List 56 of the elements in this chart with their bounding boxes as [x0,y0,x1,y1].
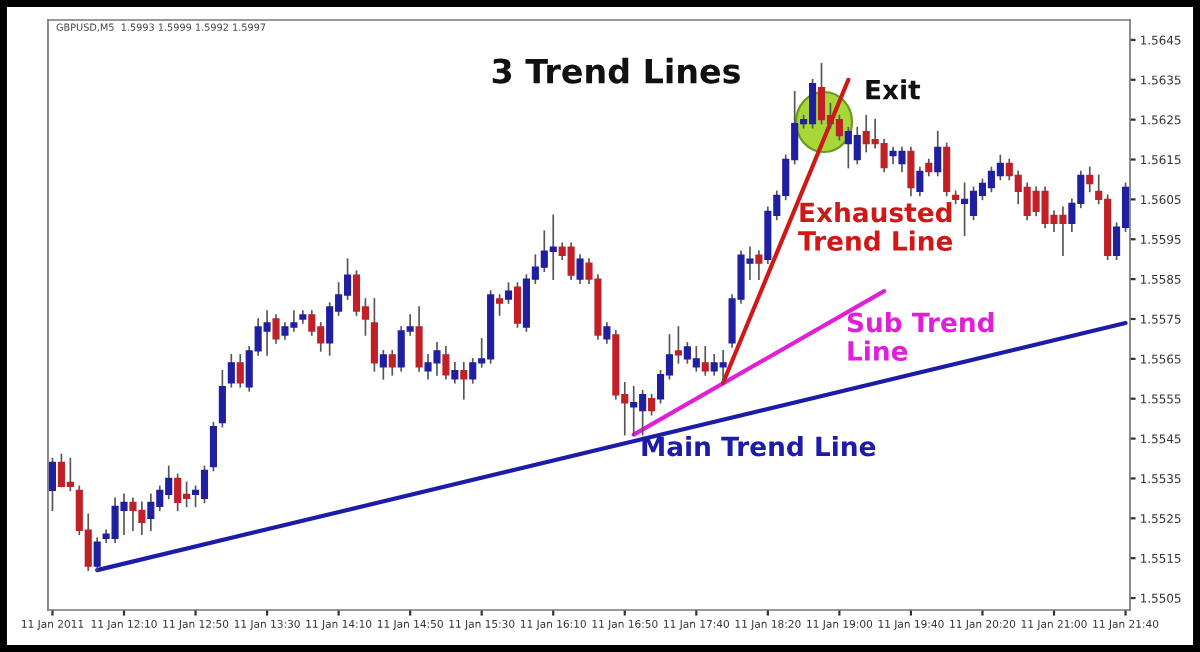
candlestick [48,457,57,512]
candlestick [263,310,271,356]
candlestick [236,354,244,388]
candlestick [504,282,513,304]
candlestick [1086,166,1094,193]
candlestick [719,350,727,384]
candlestick [835,114,843,141]
candlestick [648,393,656,416]
candlestick [880,138,888,173]
series-label: Main Trend Line [642,436,876,457]
candlestick [674,326,682,364]
candlestick [969,186,978,221]
candlestick [576,254,584,284]
candlestick [853,126,861,165]
candlestick [513,282,522,328]
candlestick [701,346,709,376]
candlestick [603,322,611,344]
candlestick [630,385,638,436]
candlestick [227,354,235,388]
candlestick [442,346,450,380]
candlestick [200,465,209,504]
candlestick [934,130,942,177]
candlestick [451,362,459,384]
candlestick [388,350,396,376]
candlestick [961,182,969,237]
candlestick [308,310,316,336]
candlestick [66,457,74,492]
candlestick [120,493,128,536]
candlestick [916,166,924,197]
candlestick [496,294,504,316]
candlestick [907,146,915,197]
candlestick [415,306,423,372]
candlestick [943,142,951,197]
candlestick [218,369,226,428]
candlestick [370,298,378,372]
candlestick [129,497,137,532]
candlestick [808,78,817,129]
candlestick [469,358,477,384]
candlestick [272,314,280,344]
candlestick [549,214,557,280]
candlestick [817,63,826,125]
candlestick [174,473,182,512]
candlestick [352,270,361,316]
annotation: Exit [866,79,921,100]
candlestick [996,154,1004,181]
candlestick [326,302,334,356]
candlestick [147,493,155,532]
candlestick [692,346,700,372]
series-label: Sub Trend Line [847,312,994,361]
series-label: Exhausted Trend Line [798,202,953,251]
candlestick [209,421,217,472]
candlestick [379,350,387,380]
candlestick [460,362,468,400]
text: 3 Trend Lines [492,57,740,84]
candlestick [755,250,763,280]
candlestick [567,242,575,280]
